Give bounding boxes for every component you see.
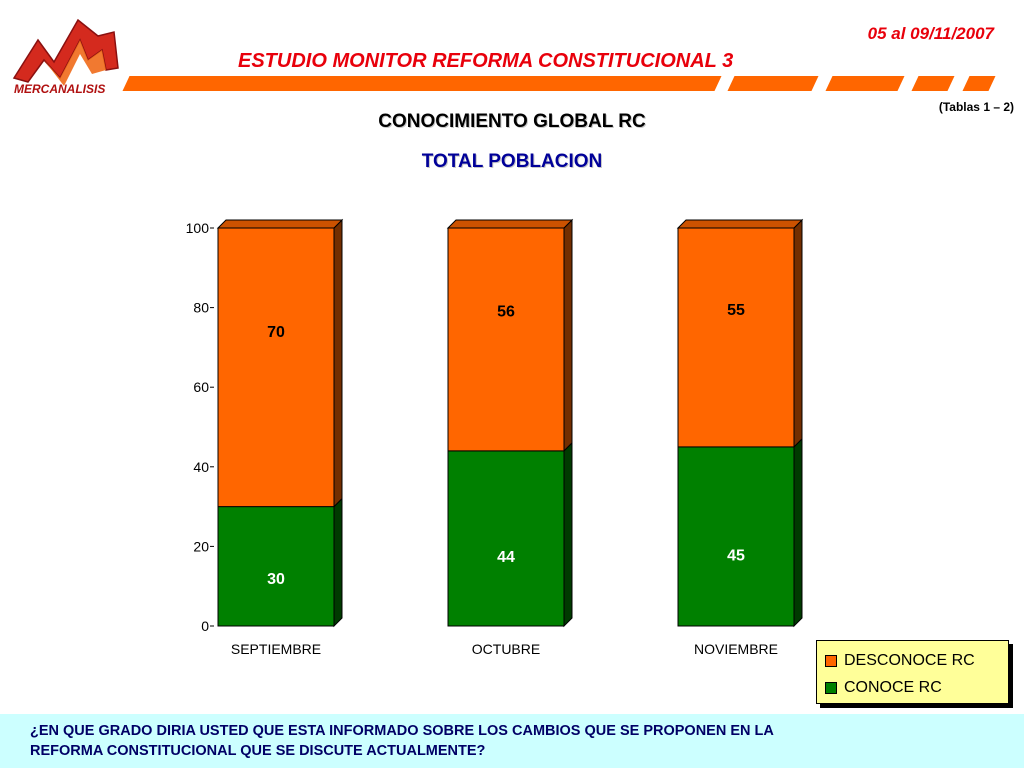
legend-swatch-conoce [825, 681, 837, 694]
report-date: 05 al 09/11/2007 [867, 24, 994, 43]
y-tick-label: 20 [193, 538, 209, 554]
question-line-1: ¿EN QUE GRADO DIRIA USTED QUE ESTA INFOR… [30, 723, 774, 739]
bar-conoce-rc [447, 450, 565, 627]
bar-top [216, 219, 344, 229]
bar-desconoce-rc [217, 227, 335, 508]
chart-title: CONOCIMIENTO GLOBAL RC [378, 111, 646, 132]
bar-side-desconoce-rc [563, 218, 573, 453]
bar-side-desconoce-rc [333, 218, 343, 508]
bar-side-conoce-rc [563, 441, 573, 628]
bar-conoce-rc [677, 446, 795, 627]
bar-side-conoce-rc [793, 437, 803, 628]
question-line-2: REFORMA CONSTITUCIONAL QUE SE DISCUTE AC… [30, 743, 486, 759]
survey-question: ¿EN QUE GRADO DIRIA USTED QUE ESTA INFOR… [0, 714, 1024, 768]
legend-item-conoce: CONOCE RC [825, 674, 1000, 701]
bar-value-label: 70 [267, 324, 285, 341]
bar-top [446, 219, 574, 229]
y-tick-label: 80 [193, 300, 209, 316]
bar-value-label: 45 [727, 547, 745, 564]
bar-side-desconoce-rc [793, 218, 803, 449]
y-tick-label: 40 [193, 459, 209, 475]
x-category-label: SEPTIEMBRE [231, 641, 321, 657]
tables-reference: (Tablas 1 – 2) [938, 100, 1014, 114]
bar-top [676, 219, 804, 229]
bar-value-label: 55 [727, 302, 745, 319]
y-tick-label: 0 [201, 618, 209, 634]
chart-subtitle: TOTAL POBLACION [421, 151, 603, 172]
logo-text: MERCANALISIS [14, 82, 105, 96]
x-category-label: NOVIEMBRE [694, 641, 778, 657]
bar-side-conoce-rc [333, 497, 343, 628]
legend-swatch-desconoce [825, 654, 837, 667]
legend-item-desconoce: DESCONOCE RC [825, 647, 1000, 674]
bar-desconoce-rc [677, 227, 795, 448]
mercanalisis-logo: MERCANALISIS [10, 14, 122, 98]
bar-conoce-rc [217, 506, 335, 627]
y-tick-label: 60 [193, 379, 209, 395]
legend-label-conoce: CONOCE RC [844, 678, 942, 696]
page-title: ESTUDIO MONITOR REFORMA CONSTITUCIONAL 3 [238, 50, 734, 72]
y-tick-label: 100 [186, 220, 210, 236]
bar-value-label: 30 [267, 571, 285, 588]
x-category-label: OCTUBRE [472, 641, 540, 657]
legend-label-desconoce: DESCONOCE RC [844, 651, 975, 669]
bar-value-label: 44 [497, 549, 515, 566]
bar-desconoce-rc [447, 227, 565, 452]
bar-value-label: 56 [497, 303, 515, 320]
chart-legend: DESCONOCE RC CONOCE RC [816, 640, 1009, 704]
